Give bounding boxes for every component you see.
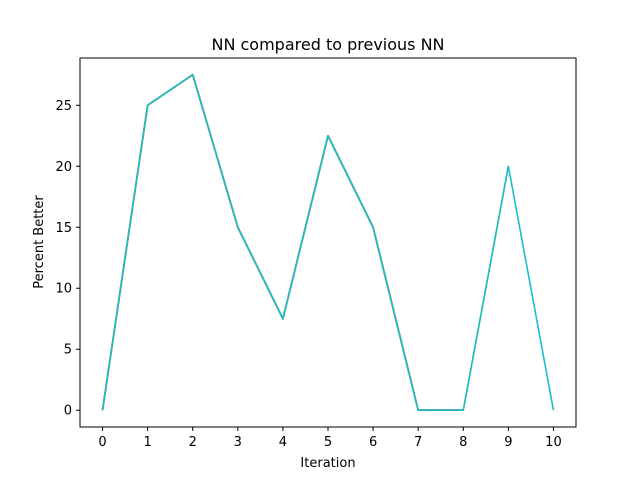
- y-tick-label-5: 5: [64, 343, 72, 358]
- x-tick-label-10: 10: [545, 435, 562, 450]
- x-tick-label-8: 8: [459, 435, 467, 450]
- x-tick-label-0: 0: [98, 435, 106, 450]
- chart-title: NN compared to previous NN: [211, 35, 444, 54]
- plot-frame: [79, 57, 577, 428]
- y-tick-label-10: 10: [55, 282, 72, 297]
- x-tick-label-7: 7: [414, 435, 422, 450]
- x-tick-label-5: 5: [324, 435, 332, 450]
- x-axis-ticks: 0 1 2 3 4 5 6 7 8 9 10: [98, 427, 562, 450]
- series-layer: [101, 73, 555, 412]
- y-tick-label-25: 25: [55, 99, 72, 114]
- x-tick-label-2: 2: [189, 435, 197, 450]
- x-axis-label: Iteration: [300, 456, 355, 471]
- series-line-9: [101, 73, 555, 412]
- plot-area: [80, 58, 576, 427]
- y-axis-label: Percent Better: [32, 195, 47, 289]
- y-tick-label-0: 0: [64, 404, 72, 419]
- x-tick-label-6: 6: [369, 435, 377, 450]
- x-tick-label-3: 3: [234, 435, 242, 450]
- x-tick-label-1: 1: [143, 435, 151, 450]
- x-tick-label-4: 4: [279, 435, 287, 450]
- y-tick-label-20: 20: [55, 160, 72, 175]
- y-tick-label-15: 15: [55, 221, 72, 236]
- x-tick-label-9: 9: [504, 435, 512, 450]
- y-axis-ticks: 0 5 10 15 20 25: [55, 99, 80, 419]
